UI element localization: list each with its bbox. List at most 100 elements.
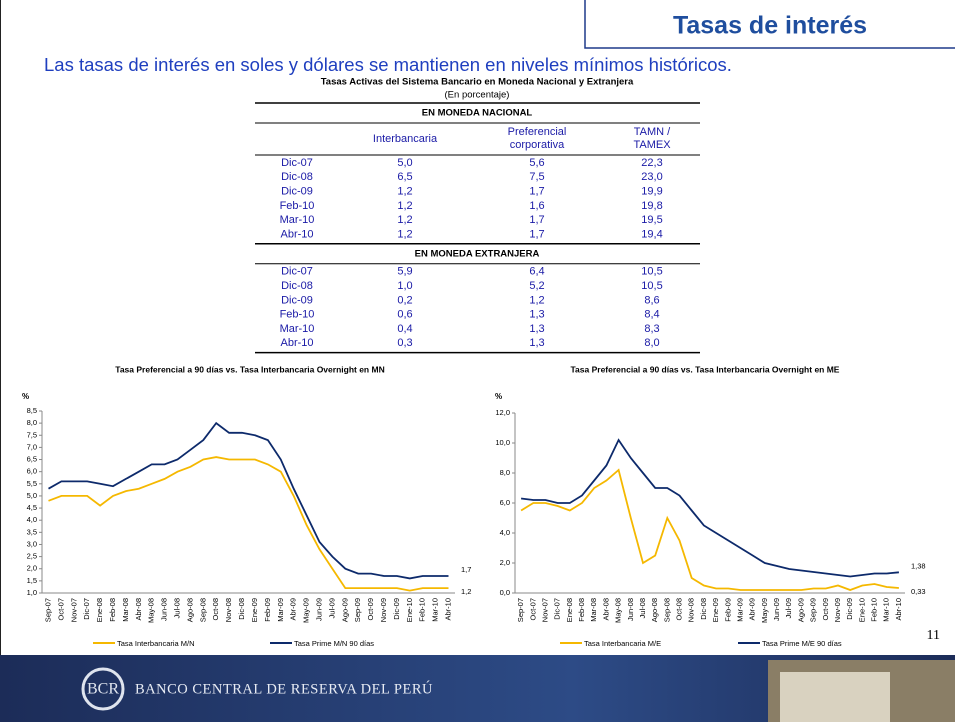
table-cell: 1,3 — [529, 323, 544, 335]
table-cell: 1,3 — [529, 337, 544, 349]
x-tick-label: Abr-10 — [444, 598, 453, 621]
table-cell: 1,2 — [397, 186, 412, 198]
x-tick-label: Dic-09 — [392, 598, 401, 620]
table-cell: 5,0 — [397, 157, 412, 169]
table-title: Tasas Activas del Sistema Bancario en Mo… — [321, 77, 634, 88]
row-label: Abr-10 — [280, 337, 313, 349]
x-tick-label: Sep-08 — [198, 598, 207, 622]
row-label: Dic-07 — [281, 266, 313, 278]
end-label: 1,7 — [461, 565, 471, 574]
logo-mark: BCR — [87, 681, 119, 698]
table-cell: 1,7 — [529, 228, 544, 240]
y-tick-label: 2,5 — [27, 552, 37, 561]
x-tick-label: Mar-08 — [121, 598, 130, 622]
x-tick-label: Oct-08 — [211, 598, 220, 621]
x-tick-label: Jun-09 — [772, 598, 781, 621]
x-tick-label: Feb-09 — [263, 598, 272, 622]
table-cell: 1,7 — [529, 214, 544, 226]
table-cell: 7,5 — [529, 171, 544, 183]
table-cell: 8,3 — [644, 323, 659, 335]
x-tick-label: Abr-09 — [289, 598, 298, 621]
legend-label: Tasa Prime M/E 90 días — [762, 639, 842, 648]
table-cell: 1,0 — [397, 280, 412, 292]
y-tick-label: 5,5 — [27, 479, 37, 488]
x-tick-label: Jul-08 — [638, 598, 647, 618]
y-tick-label: 10,0 — [495, 438, 510, 447]
table-cell: 1,2 — [529, 294, 544, 306]
series-line — [48, 456, 449, 592]
table-cell: 1,2 — [397, 228, 412, 240]
y-tick-label: 8,5 — [27, 406, 37, 415]
table-subtitle: (En porcentaje) — [445, 90, 510, 101]
x-tick-label: Dic-08 — [699, 598, 708, 620]
x-tick-label: Abr-09 — [748, 598, 757, 621]
table-cell: 8,6 — [644, 294, 659, 306]
row-label: Mar-10 — [280, 323, 315, 335]
x-tick-label: Abr-08 — [601, 598, 610, 621]
row-label: Dic-09 — [281, 294, 313, 306]
table-cell: 5,2 — [529, 280, 544, 292]
x-tick-label: Ene-08 — [95, 598, 104, 622]
column-header: Preferencial corporativa — [508, 126, 567, 151]
table-cell: 19,8 — [641, 200, 662, 212]
x-tick-label: May-08 — [147, 598, 156, 623]
end-label: 1,2 — [461, 587, 471, 596]
table-cell: 0,6 — [397, 309, 412, 321]
x-tick-label: Nov-08 — [224, 598, 233, 622]
y-tick-label: 0,0 — [500, 588, 510, 597]
chart-title: Tasa Preferencial a 90 días vs. Tasa Int… — [571, 364, 840, 374]
x-tick-label: Ago-09 — [340, 598, 349, 622]
x-tick-label: Oct-08 — [675, 598, 684, 621]
x-tick-label: Mar-08 — [589, 598, 598, 622]
x-tick-label: Feb-10 — [870, 598, 879, 622]
y-tick-label: 1,5 — [27, 576, 37, 585]
x-tick-label: Mar-09 — [735, 598, 744, 622]
x-tick-label: Sep-09 — [809, 598, 818, 622]
series-line — [520, 438, 899, 578]
x-tick-label: Jul-09 — [784, 598, 793, 618]
x-tick-label: Ago-08 — [185, 598, 194, 622]
x-tick-label: Ene-09 — [711, 598, 720, 622]
table-cell: 0,2 — [397, 294, 412, 306]
row-label: Feb-10 — [280, 309, 315, 321]
row-label: Feb-10 — [280, 200, 315, 212]
row-label: Dic-07 — [281, 157, 313, 169]
y-tick-label: 2,0 — [27, 564, 37, 573]
series-line — [520, 468, 899, 591]
section-title: EN MONEDA EXTRANJERA — [415, 248, 540, 259]
x-tick-label: Mar-10 — [431, 598, 440, 622]
x-tick-label: Dic-07 — [82, 598, 91, 620]
footer-photo-detail — [780, 672, 890, 722]
legend-label: Tasa Interbancaria M/N — [117, 639, 195, 648]
x-tick-label: Oct-09 — [366, 598, 375, 621]
x-tick-label: Nov-08 — [687, 598, 696, 622]
x-tick-label: Oct-09 — [821, 598, 830, 621]
logo — [81, 667, 125, 711]
x-tick-label: May-09 — [760, 598, 769, 623]
y-tick-label: 4,5 — [27, 503, 37, 512]
y-tick-label: 4,0 — [500, 528, 510, 537]
page-number: 11 — [927, 628, 940, 643]
x-tick-label: Jul-09 — [327, 598, 336, 618]
y-axis-label: % — [22, 392, 29, 401]
x-tick-label: Sep-08 — [662, 598, 671, 622]
table-cell: 1,3 — [529, 309, 544, 321]
x-tick-label: Dic-08 — [237, 598, 246, 620]
x-tick-label: Nov-09 — [379, 598, 388, 622]
y-tick-label: 3,0 — [27, 539, 37, 548]
section-title: EN MONEDA NACIONAL — [422, 108, 533, 119]
table-cell: 6,5 — [397, 171, 412, 183]
y-axis-label: % — [495, 392, 502, 401]
end-label: 1,38 — [911, 561, 926, 570]
table-cell: 0,4 — [397, 323, 412, 335]
y-tick-label: 1,0 — [27, 588, 37, 597]
y-tick-label: 4,0 — [27, 515, 37, 524]
x-tick-label: Nov-09 — [833, 598, 842, 622]
x-tick-label: May-08 — [614, 598, 623, 623]
y-tick-label: 6,5 — [27, 455, 37, 464]
x-tick-label: Ene-08 — [565, 598, 574, 622]
table-cell: 19,5 — [641, 214, 662, 226]
x-tick-label: Sep-07 — [516, 598, 525, 622]
x-tick-label: Oct-07 — [528, 598, 537, 621]
